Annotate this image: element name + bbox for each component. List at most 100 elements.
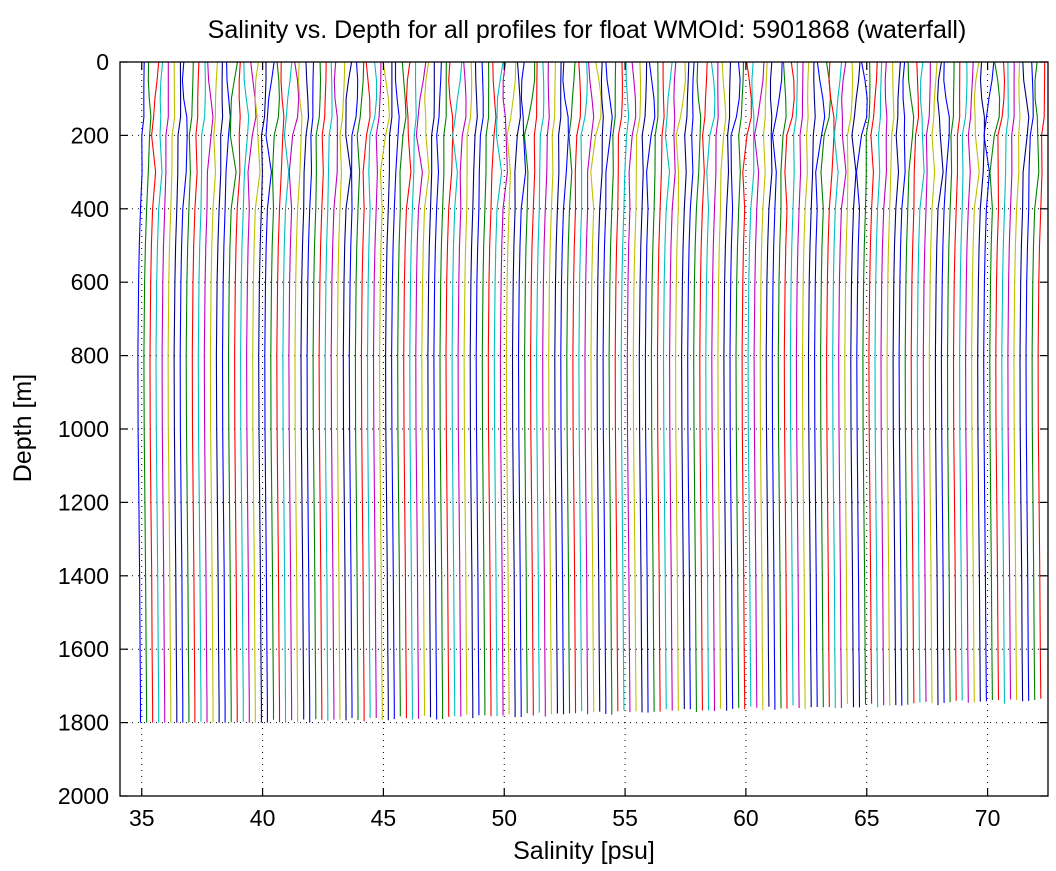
- profile-line: [983, 62, 995, 702]
- profile-line: [946, 62, 955, 703]
- profile-line: [294, 62, 303, 723]
- profile-line: [155, 62, 164, 723]
- profile-line: [832, 62, 843, 709]
- profile-line: [995, 62, 1006, 700]
- profile-line: [379, 62, 390, 721]
- profile-line: [771, 62, 783, 710]
- profile-line: [959, 62, 968, 701]
- profile-line: [1013, 62, 1021, 701]
- y-tick-label: 400: [71, 196, 109, 222]
- profile-line: [554, 62, 562, 714]
- profile-line: [469, 62, 478, 719]
- profile-line: [759, 62, 768, 710]
- profiles-layer: [137, 62, 1046, 723]
- y-tick-label: 0: [96, 49, 109, 75]
- y-tick-label: 2000: [58, 783, 109, 809]
- profile-line: [324, 62, 333, 721]
- profile-line: [669, 62, 677, 711]
- chart-title: Salinity vs. Depth for all profiles for …: [208, 16, 967, 44]
- profile-line: [481, 62, 490, 716]
- profile-line: [433, 62, 442, 720]
- profile-line: [523, 62, 536, 714]
- y-tick-label: 1400: [58, 563, 109, 589]
- profile-line: [741, 62, 752, 710]
- profile-line: [602, 62, 613, 714]
- profile-line: [904, 62, 915, 705]
- profile-line: [922, 62, 931, 702]
- profile-line: [439, 62, 447, 719]
- profile-line: [989, 62, 1001, 701]
- profile-line: [197, 62, 206, 722]
- profile-line: [240, 62, 250, 722]
- profile-line: [536, 62, 545, 713]
- profile-line: [590, 62, 602, 713]
- profile-line: [632, 62, 642, 712]
- profile-line: [270, 62, 280, 720]
- profile-line: [687, 62, 695, 710]
- profile-line: [711, 62, 719, 712]
- profile-line: [457, 62, 467, 717]
- profile-line: [306, 62, 315, 723]
- profile-line: [699, 62, 708, 711]
- x-tick-label: 60: [733, 805, 759, 831]
- profile-line: [264, 62, 275, 723]
- profile-line: [783, 62, 795, 709]
- profile-line: [735, 62, 745, 708]
- profile-line: [167, 62, 176, 723]
- profile-line: [916, 62, 925, 703]
- profile-line: [572, 62, 582, 714]
- profile-line: [789, 62, 798, 706]
- profile-line: [215, 62, 224, 723]
- x-axis-label: Salinity [psu]: [513, 837, 655, 865]
- profile-line: [143, 62, 152, 723]
- profile-line: [499, 62, 508, 716]
- profile-line: [862, 62, 871, 705]
- profile-line: [765, 62, 773, 707]
- profile-line: [203, 62, 214, 723]
- profile-line: [312, 62, 322, 720]
- y-tick-label: 1200: [58, 489, 109, 515]
- y-axis-label: Depth [m]: [9, 374, 37, 482]
- profile-line: [681, 62, 690, 709]
- profile-line: [928, 62, 938, 704]
- profile-line: [874, 62, 883, 708]
- profile-line: [548, 62, 556, 715]
- profile-line: [288, 62, 300, 721]
- y-tick-label: 1600: [58, 636, 109, 662]
- profile-line: [348, 62, 359, 718]
- y-tick-label: 1800: [58, 710, 109, 736]
- profile-line: [626, 62, 637, 713]
- y-tick-label: 1000: [58, 416, 109, 442]
- profile-line: [372, 62, 382, 718]
- profile-line: [614, 62, 623, 712]
- profile-line: [1031, 62, 1040, 701]
- profile-line: [445, 62, 454, 717]
- profile-line: [403, 62, 412, 719]
- profile-line: [650, 62, 659, 712]
- ticks-layer: 35 40 45 50 55 60 65 70 0 200 400 600 800 1000 1200 140…: [58, 49, 1048, 831]
- profile-line: [934, 62, 944, 706]
- profile-line: [385, 62, 393, 721]
- profile-line: [675, 62, 686, 711]
- profile-line: [179, 62, 188, 723]
- profile-line: [838, 62, 847, 708]
- profile-line: [530, 62, 538, 716]
- profile-line: [415, 62, 427, 719]
- profile-line: [391, 62, 400, 720]
- profile-line: [1019, 62, 1030, 702]
- profile-line: [487, 62, 497, 717]
- profile-line: [965, 62, 974, 703]
- profile-line: [427, 62, 435, 718]
- profile-line: [209, 62, 218, 723]
- profile-line: [221, 62, 231, 723]
- profile-line: [421, 62, 430, 716]
- profile-line: [366, 62, 378, 719]
- profile-line: [246, 62, 257, 723]
- x-tick-label: 40: [250, 805, 276, 831]
- profile-line: [850, 62, 861, 708]
- profile-line: [360, 62, 371, 722]
- x-tick-label: 70: [975, 805, 1001, 831]
